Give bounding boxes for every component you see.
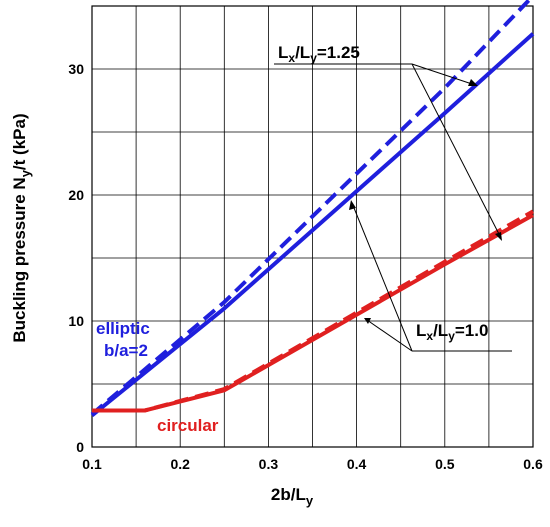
x-tick-label: 0.3 [259, 456, 279, 472]
x-tick-labels: 0.1 0.2 0.3 0.4 0.5 0.6 [82, 456, 543, 472]
leader-10-to-ellip-solid [351, 202, 413, 352]
series-line-circular-1_25-dashed [92, 209, 534, 413]
x-tick-label: 0.4 [347, 456, 367, 472]
grid-lines [92, 6, 533, 447]
series-line-elliptic-1_0-solid [90, 32, 535, 418]
x-tick-label: 0.6 [523, 456, 543, 472]
arrowhead-circ-solid [364, 318, 371, 324]
annotation-elliptic-ratio: b/a=2 [104, 341, 148, 360]
y-tick-labels: 0 10 20 30 [68, 61, 84, 455]
leader-125-to-circ-dashed [411, 63, 502, 239]
plot-frame [91, 5, 534, 448]
annotation-circular: circular [157, 416, 219, 435]
annotation-leaders [274, 63, 512, 352]
annotation-ratio-125: Lx/Ly=1.25 [278, 43, 360, 65]
arrowhead-circ-dashed [495, 232, 502, 241]
annotation-ratio-10: Lx/Ly=1.0 [416, 321, 488, 343]
data-series [90, 0, 535, 418]
x-tick-label: 0.5 [435, 456, 455, 472]
series-line-elliptic-1_25-dashed [90, 0, 532, 416]
arrowhead-ellip-solid [349, 200, 356, 210]
annotation-elliptic: elliptic [96, 319, 150, 338]
x-axis-title: 2b/Ly [271, 485, 314, 508]
x-tick-label: 0.1 [82, 456, 102, 472]
y-tick-label: 30 [68, 61, 84, 77]
leader-10-to-circ-solid [366, 319, 413, 352]
arrowhead-ellip-dashed [468, 79, 478, 86]
y-tick-label: 10 [68, 313, 84, 329]
y-tick-label: 20 [68, 187, 84, 203]
x-tick-label: 0.2 [170, 456, 190, 472]
y-axis-title: Buckling pressure Ny/t (kPa) [10, 113, 33, 342]
annotation-arrowheads [349, 79, 502, 324]
y-tick-label: 0 [76, 439, 84, 455]
leader-125-to-ellip-dashed [411, 63, 476, 86]
